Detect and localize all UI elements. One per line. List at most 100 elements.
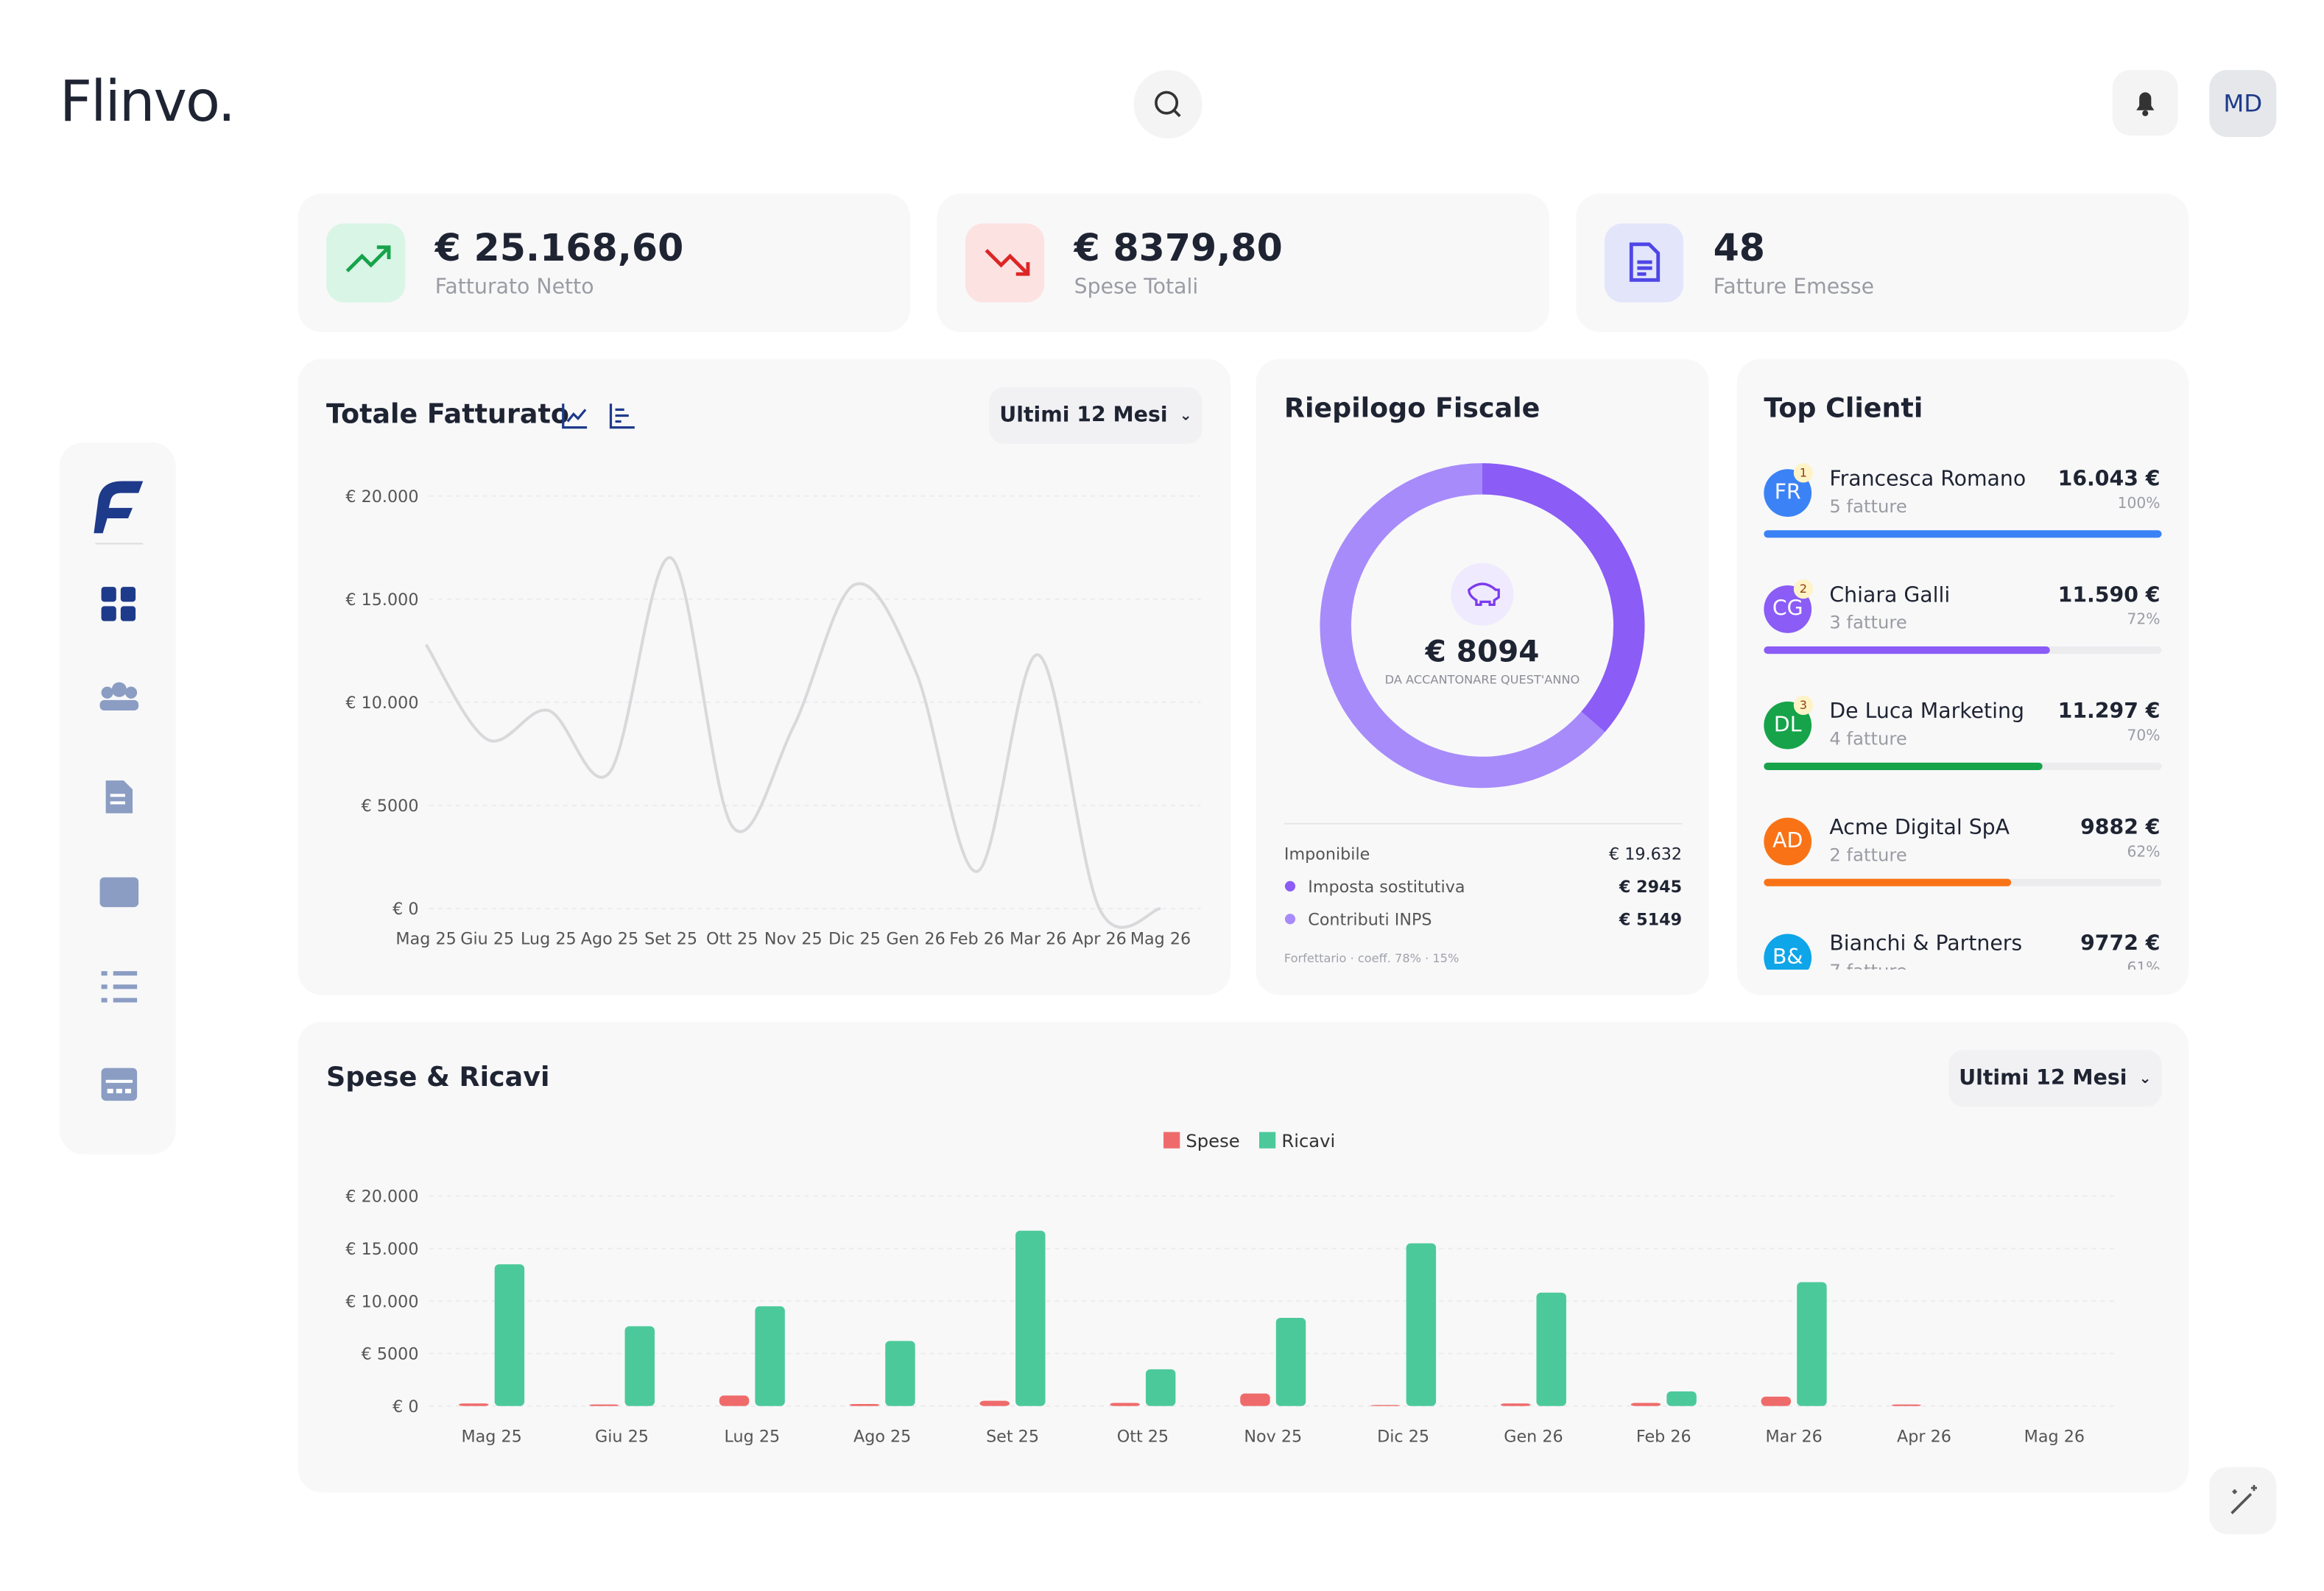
bar: [1500, 1403, 1531, 1406]
share-bar: [1764, 878, 2011, 886]
y-tick-label: € 5000: [362, 797, 419, 816]
client-invoices: 4 fatture: [1829, 728, 1907, 749]
donut-segment: [1482, 463, 1645, 733]
taxable-label: Imponibile: [1284, 844, 1370, 864]
period-select[interactable]: Ultimi 12 Mesi ⌄: [1948, 1050, 2162, 1107]
bar: [1536, 1292, 1566, 1406]
client-name[interactable]: Bianchi & Partners: [1829, 932, 2023, 956]
x-tick-label: Feb 26: [949, 930, 1004, 949]
client-share: 100%: [2117, 495, 2161, 512]
stat-label: Fatturato Netto: [434, 275, 594, 300]
x-tick-label: Mag 25: [395, 930, 456, 949]
rank-badge: 1: [1793, 463, 1814, 483]
x-tick-label: Apr 26: [1072, 930, 1127, 949]
revenue-line: [424, 556, 1161, 929]
client-avatar: B&: [1764, 934, 1812, 970]
bar: [1110, 1403, 1140, 1406]
x-tick-label: Giu 25: [595, 1427, 649, 1446]
x-tick-label: Mag 26: [1130, 930, 1191, 949]
client-share: 72%: [2127, 612, 2161, 629]
client-amount: 11.590 €: [2057, 584, 2161, 608]
share-bar: [1764, 762, 2043, 770]
x-tick-label: Gen 26: [1504, 1427, 1563, 1446]
x-tick-label: Ago 25: [853, 1427, 911, 1446]
x-tick-label: Nov 25: [1244, 1427, 1302, 1446]
stat-icon: [1604, 223, 1684, 303]
avatar[interactable]: MD: [2209, 70, 2277, 138]
bar: [849, 1403, 880, 1406]
search-button[interactable]: [1133, 70, 1203, 139]
share-track: [1764, 530, 2162, 538]
client-share: 62%: [2127, 844, 2161, 861]
y-tick-label: € 5000: [362, 1345, 419, 1364]
legend-swatch: [1163, 1132, 1180, 1149]
x-tick-label: Mar 26: [1010, 930, 1066, 949]
piggy-glyph: [1468, 582, 1500, 606]
client-name[interactable]: Chiara Galli: [1829, 584, 1951, 608]
fiscal-row-value: € 2945: [1619, 878, 1682, 897]
card-title: Top Clienti: [1764, 393, 1923, 425]
client-share: 70%: [2127, 728, 2161, 745]
stat-label: Fatture Emesse: [1713, 275, 1875, 300]
bar: [1761, 1396, 1792, 1406]
fiscal-row-label: Imposta sostitutiva: [1308, 878, 1465, 897]
share-track: [1764, 878, 2162, 886]
stat-value: 48: [1713, 226, 1765, 270]
period-select[interactable]: Ultimi 12 Mesi ⌄: [989, 387, 1203, 444]
bar: [1015, 1230, 1046, 1406]
x-tick-label: Apr 26: [1897, 1427, 1951, 1446]
x-tick-label: Ott 25: [706, 930, 758, 949]
client-name[interactable]: De Luca Marketing: [1829, 699, 2024, 724]
client-name[interactable]: Acme Digital SpA: [1829, 816, 2010, 841]
fiscal-note: Forfettario · coeff. 78% · 15%: [1284, 951, 1459, 965]
bar: [979, 1400, 1010, 1406]
card-title: Riepilogo Fiscale: [1284, 393, 1540, 425]
client-invoices: 3 fatture: [1829, 612, 1907, 633]
x-tick-label: Set 25: [644, 930, 697, 949]
stat-card: € 25.168,60 Fatturato Netto: [297, 194, 911, 333]
x-tick-label: Mag 25: [461, 1427, 521, 1446]
client-share: 61%: [2127, 960, 2161, 970]
x-tick-label: Ago 25: [581, 930, 638, 949]
x-tick-label: Mag 26: [2024, 1427, 2085, 1446]
y-tick-label: € 20.000: [345, 487, 418, 507]
stat-card: € 8379,80 Spese Totali: [937, 194, 1550, 333]
y-tick-label: € 0: [392, 900, 418, 919]
bar: [719, 1395, 750, 1406]
revenue-card: Totale Fatturato Ultimi 12 Mesi ⌄: [297, 359, 1231, 995]
period-label: Ultimi 12 Mesi: [999, 403, 1168, 428]
client-amount: 16.043 €: [2057, 468, 2161, 492]
share-bar: [1764, 646, 2051, 655]
bar: [1630, 1403, 1661, 1406]
legend-swatch: [1259, 1132, 1276, 1149]
bar: [588, 1404, 619, 1406]
x-tick-label: Ott 25: [1117, 1427, 1169, 1446]
chart-toggle[interactable]: [560, 401, 649, 434]
y-tick-label: € 15.000: [345, 1240, 418, 1259]
x-tick-label: Giu 25: [460, 930, 514, 949]
fiscal-row-value: € 5149: [1619, 910, 1682, 929]
fiscal-row-label: Contributi INPS: [1308, 910, 1432, 929]
client-avatar: AD: [1764, 817, 1812, 866]
client-name[interactable]: Francesca Romano: [1829, 468, 2027, 492]
legend-dot: [1284, 881, 1296, 892]
client-amount: 9772 €: [2080, 932, 2161, 956]
client-invoices: 7 fatture: [1829, 961, 1906, 970]
y-tick-label: € 0: [392, 1397, 418, 1417]
bar: [1406, 1243, 1437, 1406]
x-tick-label: Dic 25: [828, 930, 881, 949]
x-tick-label: Mar 26: [1765, 1427, 1822, 1446]
logo[interactable]: Flinvo.: [59, 68, 236, 135]
sidebar: [59, 442, 176, 1154]
share-track: [1764, 762, 2162, 770]
bar: [885, 1341, 915, 1406]
bar: [1275, 1317, 1306, 1406]
stat-icon: [326, 223, 406, 303]
rank-badge: 3: [1793, 695, 1814, 716]
y-tick-label: € 15.000: [345, 590, 418, 610]
assistant-button[interactable]: [2209, 1467, 2277, 1534]
client-amount: 11.297 €: [2057, 699, 2161, 724]
notifications-button[interactable]: [2112, 70, 2178, 136]
client-invoices: 2 fatture: [1829, 844, 1907, 866]
